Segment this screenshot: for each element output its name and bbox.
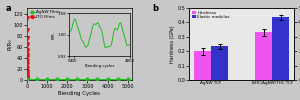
ITO Films [26,56,29,57]
ITO Films [25,76,29,77]
ITO Films [26,17,29,19]
ITO Films [26,49,29,50]
ITO Films [26,64,29,65]
Text: a: a [6,4,12,13]
Bar [272,17,289,80]
Legend: Hardness, Elastic modulus: Hardness, Elastic modulus [191,10,230,20]
AgNW Films [126,79,130,80]
AgNW Films [106,79,109,80]
ITO Films [26,43,29,45]
ITO Films [25,78,29,80]
Bar [255,32,272,80]
Line: ITO Films: ITO Films [25,16,29,81]
AgNW Films [116,79,119,80]
AgNW Films [56,79,59,80]
ITO Films [25,79,29,80]
ITO Films [26,51,29,52]
Y-axis label: Hardness (GPa): Hardness (GPa) [169,25,175,63]
AgNW Films [65,79,69,80]
Legend: AgNW Films, ITO Films: AgNW Films, ITO Films [29,10,61,20]
Line: AgNW Films: AgNW Films [26,78,129,81]
ITO Films [25,78,29,79]
Text: b: b [153,4,159,13]
AgNW Films [25,79,29,80]
Bar [211,46,228,80]
Y-axis label: R/R₀: R/R₀ [7,38,12,50]
X-axis label: Bending Cycles: Bending Cycles [58,91,100,96]
ITO Films [25,77,29,78]
AgNW Films [76,79,79,80]
ITO Films [26,67,29,68]
ITO Films [25,74,29,75]
AgNW Films [35,79,39,80]
ITO Films [25,70,29,71]
ITO Films [25,72,29,73]
ITO Films [26,30,29,31]
ITO Films [26,38,29,39]
Bar [194,51,211,80]
AgNW Films [45,79,49,80]
AgNW Films [96,79,99,80]
AgNW Films [85,79,89,80]
ITO Films [26,38,29,39]
ITO Films [26,44,29,46]
ITO Films [26,60,29,61]
ITO Films [26,55,29,56]
